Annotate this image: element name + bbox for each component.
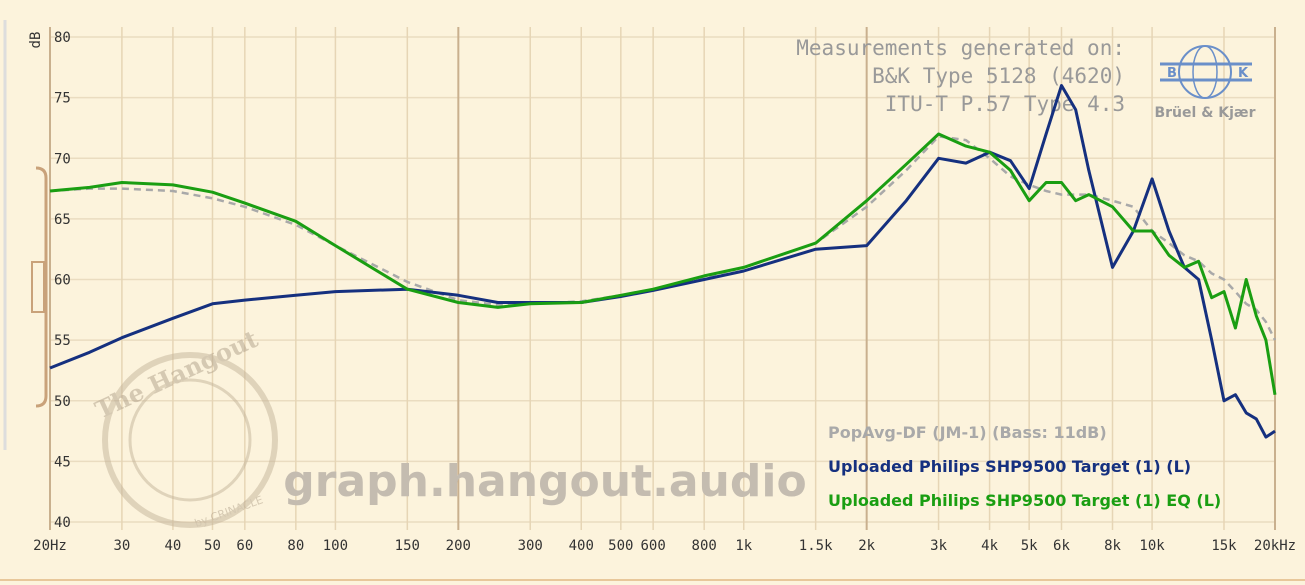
- x-tick-label: 30: [113, 538, 130, 554]
- x-tick-label: 2k: [858, 538, 875, 554]
- y-axis-label: dB: [28, 32, 44, 49]
- x-tick-label: 40: [164, 538, 181, 554]
- logo-ring: [102, 352, 278, 528]
- legend-entry: PopAvg-DF (JM-1) (Bass: 11dB): [828, 423, 1107, 442]
- y-tick-label: 45: [54, 454, 71, 470]
- x-tick-label: 60: [236, 538, 253, 554]
- x-tick-label: 8k: [1104, 538, 1121, 554]
- y-tick-label: 80: [54, 30, 71, 46]
- x-tick-label: 300: [518, 538, 543, 554]
- x-tick-label: 1.5k: [799, 538, 833, 554]
- bk-logo: B K Brüel & Kjær: [1154, 45, 1256, 121]
- x-tick-label: 400: [569, 538, 594, 554]
- bk-name: Brüel & Kjær: [1154, 105, 1255, 121]
- x-tick-label: 1k: [735, 538, 752, 554]
- x-tick-label: 500: [608, 538, 633, 554]
- y-tick-label: 60: [54, 273, 71, 289]
- x-tick-label: 10k: [1139, 538, 1165, 554]
- bk-letter: K: [1238, 66, 1249, 81]
- x-tick-label: 20Hz: [33, 538, 67, 554]
- grid-layer: [49, 27, 1276, 530]
- x-tick-label: 80: [287, 538, 304, 554]
- x-tick-label: 600: [641, 538, 666, 554]
- x-tick-label: 6k: [1053, 538, 1070, 554]
- y-tick-label: 55: [54, 333, 71, 349]
- annotation: Measurements generated on:: [796, 36, 1125, 60]
- x-tick-label: 200: [446, 538, 471, 554]
- y-tick-label: 70: [54, 151, 71, 167]
- x-tick-label: 4k: [981, 538, 998, 554]
- annotation: ITU-T P.57 Type 4.3: [885, 92, 1125, 116]
- x-tick-label: 5k: [1021, 538, 1038, 554]
- annotation: B&K Type 5128 (4620): [872, 64, 1125, 88]
- x-tick-label: 50: [204, 538, 221, 554]
- x-tick-label: 800: [692, 538, 717, 554]
- lines-layer: [49, 84, 1277, 439]
- y-tick-label: 40: [54, 515, 71, 531]
- x-tick-label: 150: [395, 538, 420, 554]
- y-tick-label: 65: [54, 212, 71, 228]
- legend-entry: Uploaded Philips SHP9500 Target (1) EQ (…: [828, 491, 1221, 510]
- y-tick-label: 50: [54, 394, 71, 410]
- x-tick-label: 15k: [1211, 538, 1237, 554]
- series-line: [49, 132, 1277, 395]
- y-tick-label: 75: [54, 91, 71, 107]
- legend-entry: Uploaded Philips SHP9500 Target (1) (L): [828, 457, 1191, 476]
- series-line: [49, 84, 1276, 439]
- watermark: graph.hangout.audio: [283, 456, 806, 507]
- handle: [31, 261, 45, 313]
- globe-line: [1192, 45, 1218, 99]
- x-tick-label: 20kHz: [1254, 538, 1296, 554]
- legend: PopAvg-DF (JM-1) (Bass: 11dB) Uploaded Ph…: [828, 423, 1221, 510]
- logo-face: [128, 378, 252, 502]
- bracket: [35, 166, 48, 408]
- x-tick-label: 3k: [930, 538, 947, 554]
- x-tick-label: 100: [323, 538, 348, 554]
- bk-letter: B: [1167, 66, 1177, 81]
